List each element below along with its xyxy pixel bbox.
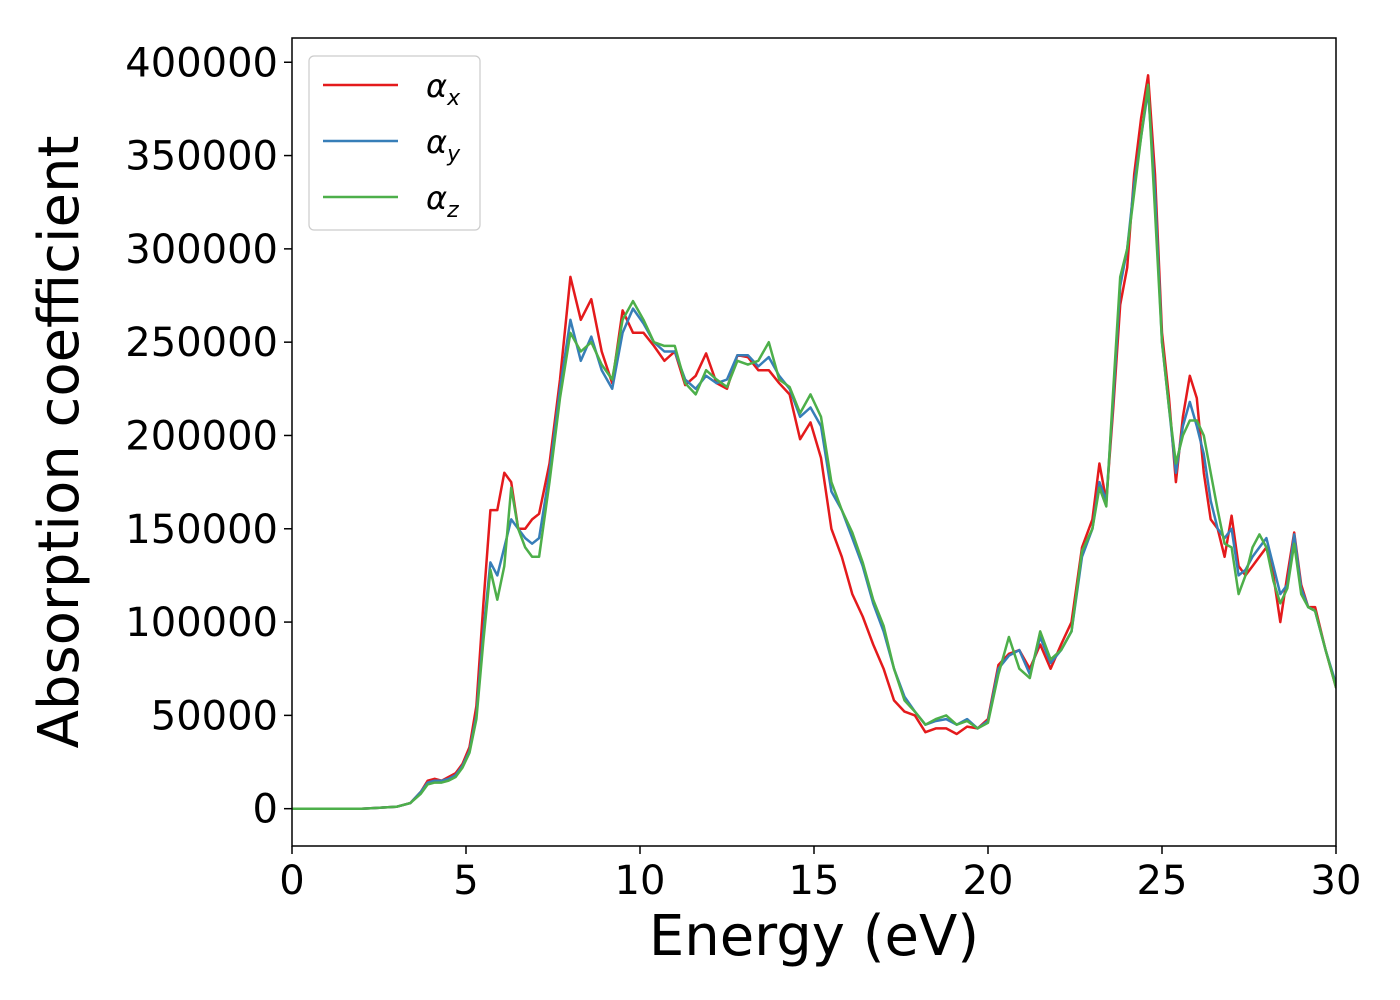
y-tick-label: 350000 [125,134,278,180]
y-tick-label: 150000 [125,507,278,553]
x-tick-label: 30 [1311,858,1362,904]
x-axis-label: Energy (eV) [649,904,979,969]
y-tick-label: 100000 [125,600,278,646]
x-tick-label: 0 [279,858,304,904]
y-axis: 0 50000 100000 150000 200000 250000 300000 3500… [125,40,292,833]
series-line-alpha-z [292,83,1336,810]
x-tick-label: 10 [615,858,666,904]
x-tick-label: 20 [963,858,1014,904]
x-axis: 0 5 10 15 20 25 30 [279,846,1361,904]
y-tick-label: 250000 [125,320,278,366]
y-axis-label: Absorption coefficient [27,136,92,749]
y-tick-label: 400000 [125,40,278,86]
series-layer [292,74,1336,810]
y-tick-label: 200000 [125,413,278,459]
x-tick-label: 25 [1137,858,1188,904]
x-tick-label: 5 [453,858,478,904]
series-line-alpha-y [292,88,1336,810]
legend-box [308,55,481,231]
y-tick-label: 0 [253,787,278,833]
x-tick-label: 15 [789,858,840,904]
y-tick-label: 50000 [151,693,278,739]
y-tick-label: 300000 [125,227,278,273]
